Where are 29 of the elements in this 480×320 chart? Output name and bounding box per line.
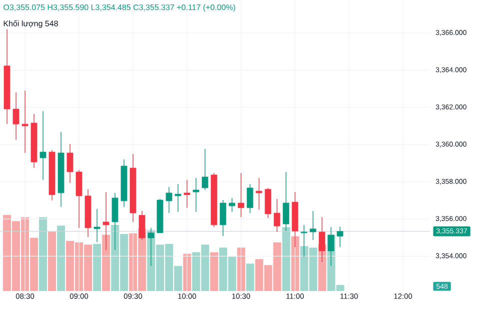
candlestick [238, 172, 244, 218]
candlestick [40, 110, 46, 180]
text: O3,355.075 H3,355.590 L3,354.485 C3,355.337 +0.117 (+0.00%) [4, 4, 236, 12]
text: Khối lượng 548 [4, 20, 58, 28]
candlestick [184, 180, 190, 208]
bar [102, 234, 110, 291]
candlestick [310, 210, 316, 240]
bar [48, 232, 56, 291]
candlestick [94, 208, 100, 242]
bar [246, 264, 254, 291]
candlestick [274, 198, 280, 232]
candlestick [66, 144, 74, 184]
bar [210, 252, 218, 291]
candlestick [166, 186, 172, 214]
candlestick [174, 184, 182, 212]
bar [93, 244, 102, 291]
bar [282, 227, 290, 291]
candlestick [22, 90, 28, 154]
candlestick [192, 178, 200, 212]
candlestick [12, 92, 20, 140]
candlestick [76, 170, 82, 228]
candlestick [220, 200, 226, 236]
candlestick [228, 198, 236, 212]
candlestick [256, 178, 262, 210]
candlestick [202, 148, 208, 190]
candlestick [336, 226, 344, 248]
candlestick [246, 184, 254, 214]
bar [39, 217, 48, 291]
bar [57, 226, 66, 291]
